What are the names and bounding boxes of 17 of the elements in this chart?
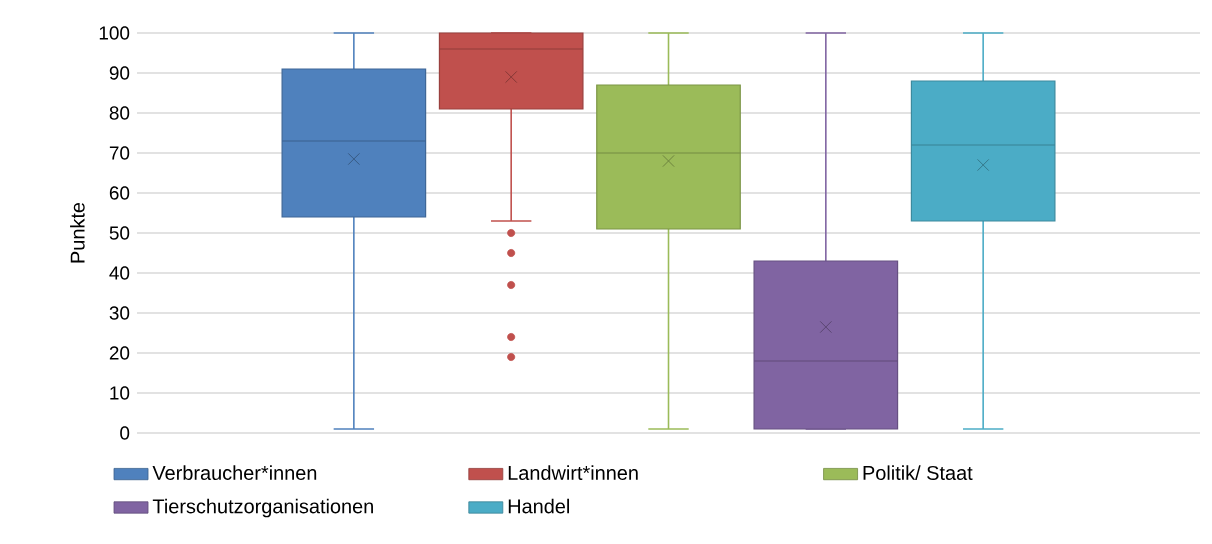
legend-label: Verbraucher*innen [152, 465, 317, 480]
y-tick-label: 20 [109, 346, 130, 360]
y-axis-title: Punkte [70, 202, 85, 263]
legend-label: Tierschutzorganisationen [152, 498, 373, 518]
y-tick-label: 40 [109, 266, 130, 280]
y-tick-label: 0 [120, 426, 130, 440]
y-tick-label: 50 [109, 226, 130, 240]
y-tick-label: 30 [109, 306, 130, 320]
legend-label: Handel [508, 498, 569, 514]
y-tick-label: 90 [109, 66, 130, 80]
legend-label: Politik/ Staat [863, 465, 973, 480]
y-tick-label: 10 [110, 386, 130, 400]
legend-label: Landwirt*innen [508, 465, 638, 480]
y-tick-label: 80 [109, 106, 130, 120]
y-tick-label: 70 [109, 146, 130, 160]
y-tick-label: 100 [99, 26, 130, 40]
y-tick-label: 60 [109, 186, 130, 200]
